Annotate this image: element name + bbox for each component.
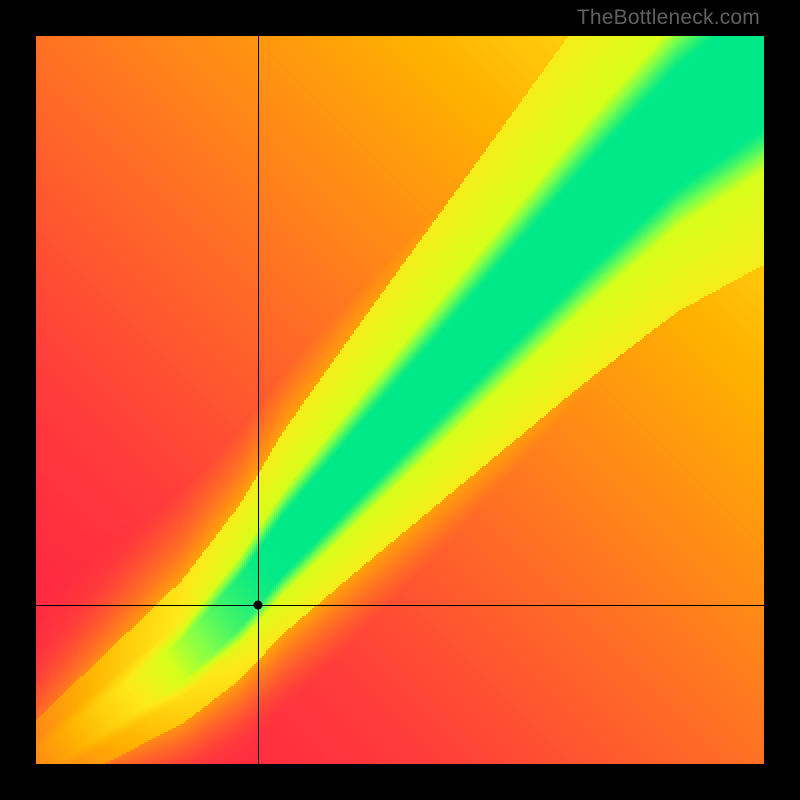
watermark-text: TheBottleneck.com — [577, 6, 760, 30]
heatmap-canvas — [36, 36, 764, 764]
heatmap-plot — [36, 36, 764, 764]
